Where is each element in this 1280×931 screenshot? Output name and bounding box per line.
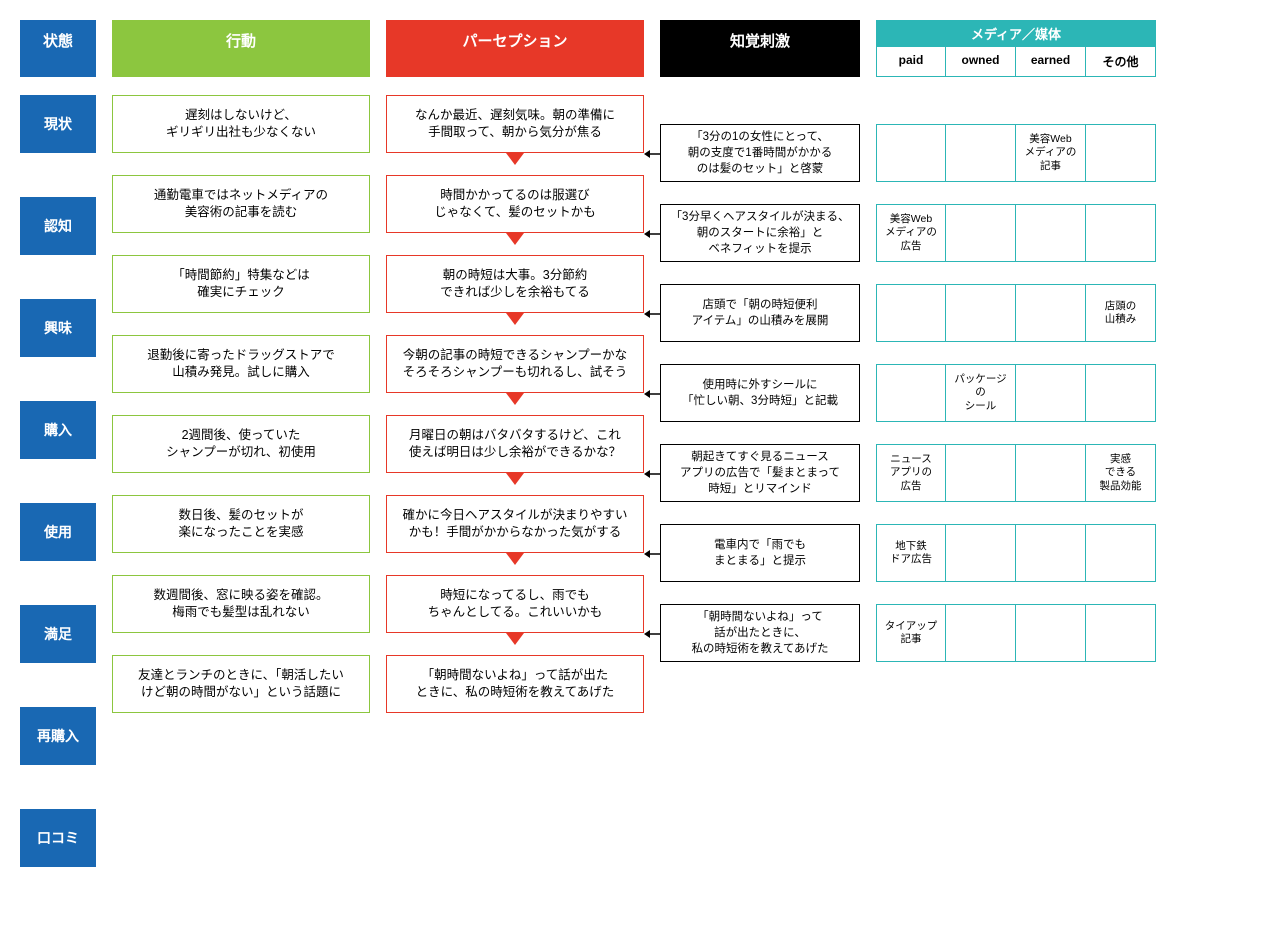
- flow-arrow-down-icon: [506, 473, 524, 485]
- perception-box: 月曜日の朝はバタバタするけど、これ 使えば明日は少し余裕ができるかな？: [386, 415, 644, 473]
- media-cell: [1086, 364, 1156, 422]
- journey-map: 状態 行動 パーセプション 知覚刺激 メディア／媒体 paid owned ea…: [20, 20, 1260, 911]
- media-cell: [1086, 124, 1156, 182]
- media-cell: [1016, 604, 1086, 662]
- stimulus-box: 「3分の1の女性にとって、 朝の支度で1番時間がかかる のは髪のセット」と啓蒙: [660, 124, 860, 182]
- media-cell: [876, 124, 946, 182]
- media-row: 美容Web メディアの 広告: [876, 204, 1156, 262]
- arrow-left-icon: [644, 467, 660, 479]
- media-col-earned: earned: [1016, 47, 1086, 77]
- media-cell: [1016, 364, 1086, 422]
- perception-box: 今朝の記事の時短できるシャンプーかな そろそろシャンプーも切れるし、試そう: [386, 335, 644, 393]
- perception-box: 「朝時間ないよね」って話が出た ときに、私の時短術を教えてあげた: [386, 655, 644, 713]
- state-label: 使用: [20, 503, 96, 561]
- media-col-paid: paid: [876, 47, 946, 77]
- media-cell: [1016, 284, 1086, 342]
- media-row: ニュース アプリの 広告 実感 できる 製品効能: [876, 444, 1156, 502]
- action-box: 遅刻はしないけど、 ギリギリ出社も少なくない: [112, 95, 370, 153]
- perception-box: 確かに今日ヘアスタイルが決まりやすい かも！手間がかからなかった気がする: [386, 495, 644, 553]
- media-cell: [876, 284, 946, 342]
- stimulus-box: 店頭で「朝の時短便利 アイテム」の山積みを展開: [660, 284, 860, 342]
- action-box: 2週間後、使っていた シャンプーが切れ、初使用: [112, 415, 370, 473]
- media-cell: パッケージ の シール: [946, 364, 1016, 422]
- media-cell: 美容Web メディアの 広告: [876, 204, 946, 262]
- stimulus-box: 電車内で「雨でも まとまる」と提示: [660, 524, 860, 582]
- stimuli-column: 「3分の1の女性にとって、 朝の支度で1番時間がかかる のは髪のセット」と啓蒙「…: [660, 95, 860, 911]
- media-cell: 美容Web メディアの 記事: [1016, 124, 1086, 182]
- media-row: タイアップ 記事: [876, 604, 1156, 662]
- perceptions-column: なんか最近、遅刻気味。朝の準備に 手間取って、朝から気分が焦る時間かかってるのは…: [386, 95, 644, 911]
- media-cell: 店頭の 山積み: [1086, 284, 1156, 342]
- media-cell: 実感 できる 製品効能: [1086, 444, 1156, 502]
- state-label: 現状: [20, 95, 96, 153]
- arrow-left-icon: [644, 147, 660, 159]
- action-box: 数日後、髪のセットが 楽になったことを実感: [112, 495, 370, 553]
- media-row: 地下鉄 ドア広告: [876, 524, 1156, 582]
- media-row: 店頭の 山積み: [876, 284, 1156, 342]
- action-box: 友達とランチのときに、「朝活したい けど朝の時間がない」という話題に: [112, 655, 370, 713]
- flow-arrow-down-icon: [506, 313, 524, 325]
- media-col-other: その他: [1086, 47, 1156, 77]
- media-cell: [946, 444, 1016, 502]
- flow-arrow-down-icon: [506, 233, 524, 245]
- media-cell: タイアップ 記事: [876, 604, 946, 662]
- arrow-left-icon: [644, 227, 660, 239]
- action-box: 「時間節約」特集などは 確実にチェック: [112, 255, 370, 313]
- media-cell: [876, 364, 946, 422]
- arrow-left-icon: [644, 387, 660, 399]
- media-row: パッケージ の シール: [876, 364, 1156, 422]
- stimulus-box: 「朝時間ないよね」って 話が出たときに、 私の時短術を教えてあげた: [660, 604, 860, 662]
- hdr-action: 行動: [112, 20, 370, 77]
- hdr-perception: パーセプション: [386, 20, 644, 77]
- perception-box: 時間かかってるのは服選び じゃなくて、髪のセットかも: [386, 175, 644, 233]
- arrow-left-icon: [644, 307, 660, 319]
- media-cell: 地下鉄 ドア広告: [876, 524, 946, 582]
- state-label: 口コミ: [20, 809, 96, 867]
- stimulus-box: 「3分早くヘアスタイルが決まる、 朝のスタートに余裕」と ベネフィットを提示: [660, 204, 860, 262]
- media-cell: [946, 604, 1016, 662]
- perception-box: 朝の時短は大事。3分節約 できれば少しを余裕もてる: [386, 255, 644, 313]
- hdr-stimulus: 知覚刺激: [660, 20, 860, 77]
- perception-box: 時短になってるし、雨でも ちゃんとしてる。これいいかも: [386, 575, 644, 633]
- media-cell: [946, 524, 1016, 582]
- media-column: 美容Web メディアの 記事美容Web メディアの 広告店頭の 山積みパッケージ…: [876, 95, 1156, 911]
- media-cell: [946, 204, 1016, 262]
- state-label: 再購入: [20, 707, 96, 765]
- media-cell: [946, 284, 1016, 342]
- perception-box: なんか最近、遅刻気味。朝の準備に 手間取って、朝から気分が焦る: [386, 95, 644, 153]
- action-box: 通勤電車ではネットメディアの 美容術の記事を読む: [112, 175, 370, 233]
- state-label: 購入: [20, 401, 96, 459]
- hdr-media: メディア／媒体 paid owned earned その他: [876, 20, 1156, 77]
- arrow-left-icon: [644, 627, 660, 639]
- flow-arrow-down-icon: [506, 553, 524, 565]
- media-cell: [1016, 444, 1086, 502]
- media-col-owned: owned: [946, 47, 1016, 77]
- state-label: 認知: [20, 197, 96, 255]
- flow-arrow-down-icon: [506, 633, 524, 645]
- media-cell: ニュース アプリの 広告: [876, 444, 946, 502]
- flow-arrow-down-icon: [506, 393, 524, 405]
- state-label: 興味: [20, 299, 96, 357]
- media-cell: [946, 124, 1016, 182]
- actions-column: 遅刻はしないけど、 ギリギリ出社も少なくない通勤電車ではネットメディアの 美容術…: [112, 95, 370, 911]
- states-column: 現状認知興味購入使用満足再購入口コミ: [20, 95, 96, 911]
- media-cell: [1086, 524, 1156, 582]
- stimulus-box: 使用時に外すシールに 「忙しい朝、3分時短」と記載: [660, 364, 860, 422]
- media-row: 美容Web メディアの 記事: [876, 124, 1156, 182]
- media-cell: [1016, 524, 1086, 582]
- media-cell: [1086, 604, 1156, 662]
- flow-arrow-down-icon: [506, 153, 524, 165]
- arrow-left-icon: [644, 547, 660, 559]
- media-cell: [1086, 204, 1156, 262]
- stimulus-box: 朝起きてすぐ見るニュース アプリの広告で「髪まとまって 時短」とリマインド: [660, 444, 860, 502]
- state-label: 満足: [20, 605, 96, 663]
- hdr-state: 状態: [20, 20, 96, 77]
- media-cell: [1016, 204, 1086, 262]
- action-box: 退勤後に寄ったドラッグストアで 山積み発見。試しに購入: [112, 335, 370, 393]
- action-box: 数週間後、窓に映る姿を確認。 梅雨でも髪型は乱れない: [112, 575, 370, 633]
